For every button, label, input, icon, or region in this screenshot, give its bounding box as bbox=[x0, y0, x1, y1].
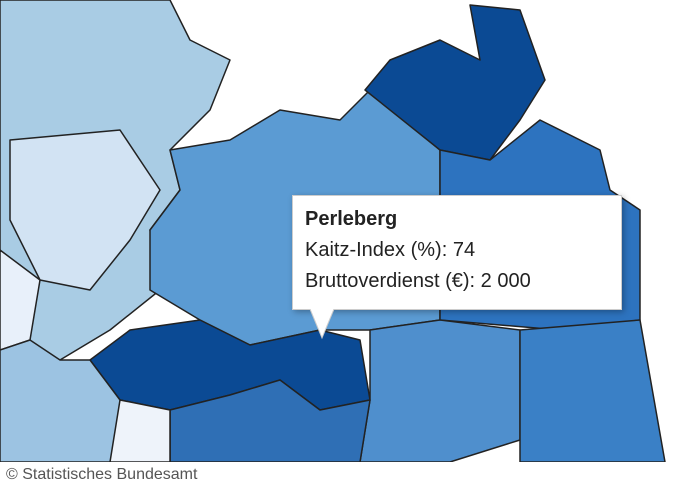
region bbox=[359, 319, 521, 462]
tooltip-row: Bruttoverdienst (€): 2 000 bbox=[305, 266, 609, 297]
tooltip: Perleberg Kaitz-Index (%): 74 Bruttoverd… bbox=[292, 195, 622, 310]
region bbox=[519, 319, 666, 462]
region bbox=[9, 129, 161, 291]
region bbox=[109, 399, 171, 462]
region bbox=[169, 379, 371, 462]
tooltip-row: Kaitz-Index (%): 74 bbox=[305, 235, 609, 266]
copyright: © Statistisches Bundesamt bbox=[6, 466, 198, 483]
row-label: Bruttoverdienst (€): bbox=[305, 270, 476, 292]
row-value: 2 000 bbox=[480, 270, 531, 292]
row-value: 74 bbox=[452, 239, 476, 261]
tooltip-title: Perleberg bbox=[305, 208, 398, 230]
row-label: Kaitz-Index (%): bbox=[305, 239, 448, 261]
